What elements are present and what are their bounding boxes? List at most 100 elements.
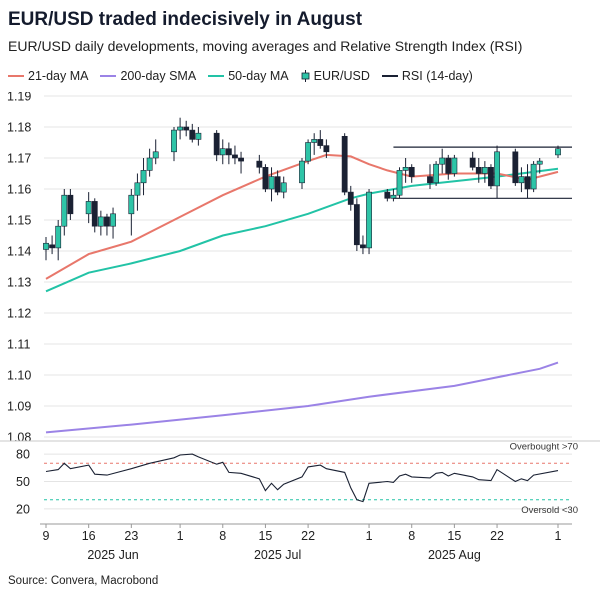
rsi-tick-label: 50 [16, 475, 30, 489]
price-tick-label: 1.08 [7, 431, 31, 445]
candle-body [488, 167, 494, 187]
candle-body [512, 151, 519, 184]
candle-body [128, 194, 135, 215]
candle-body [183, 126, 190, 131]
candle-body [323, 145, 330, 153]
source-note: Source: Convera, Macrobond [8, 575, 159, 587]
legend-item-ma50: 50-day MA [208, 69, 289, 83]
candle-body [43, 242, 49, 250]
candle-body [104, 216, 110, 227]
candle-body [232, 154, 238, 159]
legend-label-ma21: 21-day MA [28, 69, 89, 83]
candle-body [494, 151, 500, 187]
candle-body [189, 129, 196, 140]
candle-body [396, 170, 403, 196]
legend-swatch-ma50 [208, 75, 225, 77]
x-tick-label: 15 [258, 529, 272, 543]
price-tick-label: 1.13 [7, 276, 31, 290]
x-tick-label: 1 [555, 529, 562, 543]
candle-body [451, 157, 458, 174]
legend-label-rsi: RSI (14-day) [401, 69, 473, 83]
candle-body [360, 244, 366, 249]
chart-plot: 1.08 1.09 1.10 1.11 1.12 1.13 1.14 1.15 1.16 1.17… [0, 92, 600, 562]
candle-body [469, 157, 476, 168]
legend-item-rsi: RSI (14-day) [381, 69, 473, 83]
rsi-tick-label: 80 [16, 448, 30, 462]
candle-body [219, 148, 226, 156]
x-tick-label: 23 [124, 529, 138, 543]
legend-swatch-ma21 [8, 75, 24, 77]
candle-body [445, 157, 452, 174]
x-tick-label: 9 [43, 529, 50, 543]
x-tick-label: 22 [490, 529, 504, 543]
candle-body [402, 167, 409, 171]
overbought-label: Overbought >70 [510, 441, 578, 452]
legend-label-ma50: 50-day MA [228, 69, 289, 83]
candle-body [140, 170, 147, 184]
price-tick-label: 1.12 [7, 307, 31, 321]
legend-item-ma21: 21-day MA [8, 69, 88, 83]
candle-body [195, 132, 202, 140]
candle-body [347, 191, 354, 205]
candle-body [433, 163, 439, 184]
legend-label-sma200: 200-day SMA [120, 69, 197, 83]
x-tick-label: 8 [219, 529, 226, 543]
legend-item-eurusd: EUR/USD [301, 69, 370, 83]
candle-body [311, 139, 318, 143]
candle-body [305, 142, 311, 162]
x-tick-label: 16 [82, 529, 96, 543]
month-label: 2025 Jun [87, 548, 138, 562]
candle-body [49, 244, 55, 249]
candle-body [152, 151, 159, 159]
price-tick-label: 1.11 [7, 338, 30, 352]
candle-body [439, 157, 446, 165]
candle-body [61, 194, 68, 227]
sma200-line [45, 361, 559, 434]
candle-body [475, 167, 482, 174]
candle-body [268, 176, 275, 190]
candle-body [280, 182, 287, 193]
candle-body [481, 167, 488, 174]
price-tick-label: 1.17 [7, 152, 31, 166]
candle-body [536, 160, 543, 165]
candle-body [384, 191, 391, 199]
candle-body [353, 204, 360, 246]
candle-body [299, 160, 305, 184]
candle-body [91, 201, 98, 227]
candle-body [134, 182, 141, 196]
candle-body [408, 167, 415, 177]
x-tick-label: 15 [447, 529, 461, 543]
candle-body [55, 225, 62, 249]
price-tick-label: 1.18 [7, 121, 31, 135]
legend: 21-day MA 200-day SMA 50-day MA EUR/USD … [8, 66, 485, 86]
ma50-line [45, 167, 559, 293]
legend-label-eurusd: EUR/USD [313, 69, 370, 83]
candle-body [427, 176, 433, 184]
candle-body [146, 157, 153, 171]
price-tick-label: 1.19 [7, 92, 31, 104]
candle-body [225, 148, 232, 156]
candle-body [317, 139, 324, 146]
price-tick-label: 1.16 [7, 183, 31, 197]
month-label: 2025 Jul [254, 548, 301, 562]
price-tick-label: 1.15 [7, 214, 31, 228]
oversold-label: Oversold <30 [521, 505, 578, 516]
legend-swatch-sma200 [100, 75, 117, 77]
candle-body [97, 216, 104, 227]
x-tick-label: 8 [408, 529, 415, 543]
candle-body [524, 176, 531, 190]
candle-body [366, 191, 372, 249]
candle-body [85, 201, 92, 215]
candle-body [274, 176, 281, 193]
candle-body [213, 132, 220, 156]
chart-subtitle: EUR/USD daily developments, moving avera… [8, 38, 523, 54]
x-tick-label: 22 [301, 529, 315, 543]
x-tick-label: 1 [177, 529, 184, 543]
candle-body [110, 213, 116, 227]
candle-body [256, 160, 263, 168]
candlestick-icon [301, 70, 310, 82]
candle-body [177, 126, 183, 131]
candle-body [530, 163, 537, 190]
chart-title: EUR/USD traded indecisively in August [8, 9, 363, 30]
price-tick-label: 1.10 [7, 369, 31, 383]
